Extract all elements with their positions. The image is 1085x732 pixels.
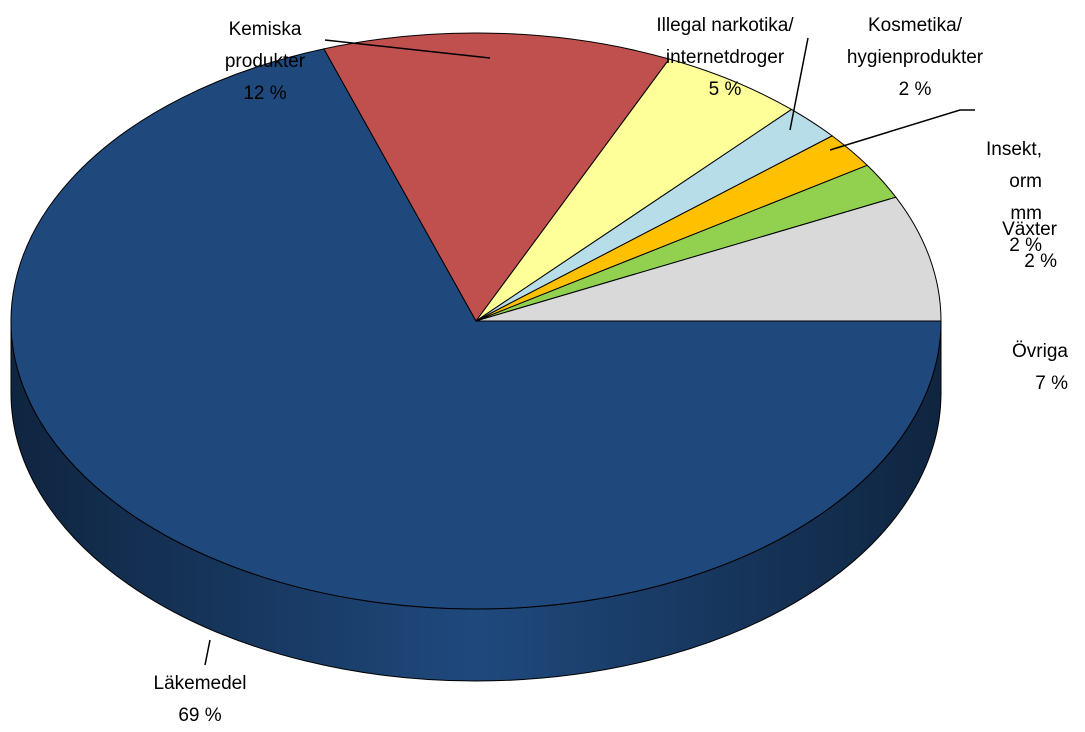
category-label: Växter bbox=[1002, 219, 1057, 240]
category-label: Insekt, orm mm bbox=[986, 139, 1042, 224]
category-label: Kemiska produkter bbox=[224, 19, 306, 72]
leader-lines bbox=[204, 37, 975, 666]
value-label: 2 % bbox=[898, 79, 932, 100]
slice bbox=[10, 48, 942, 610]
leader-line bbox=[324, 39, 491, 59]
value-label: 7 % bbox=[1035, 373, 1068, 394]
category-label: Läkemedel bbox=[153, 673, 247, 694]
slice-label: Insekt, orm mm 2 % bbox=[986, 134, 1042, 262]
slice-label: Läkemedel 69 % bbox=[154, 668, 247, 732]
slice-label: Kemiska produkter 12 % bbox=[225, 14, 305, 110]
category-label: Illegal narkotika/ internetdroger bbox=[656, 15, 794, 68]
value-label: 69 % bbox=[178, 705, 222, 726]
value-label: 2 % bbox=[1009, 235, 1042, 256]
slice bbox=[475, 58, 793, 322]
slice bbox=[475, 196, 942, 322]
leader-line bbox=[789, 37, 809, 131]
value-label: 5 % bbox=[708, 79, 742, 100]
leader-line bbox=[204, 639, 211, 666]
category-label: Kosmetika/ hygienprodukter bbox=[846, 15, 984, 68]
slice bbox=[323, 32, 670, 322]
slice-label: Växter 2 % bbox=[1002, 214, 1057, 278]
slice-label: Kosmetika/ hygienprodukter 2 % bbox=[847, 10, 983, 106]
value-label: 12 % bbox=[243, 83, 287, 104]
slice-label: Övriga 7 % bbox=[1012, 336, 1068, 400]
leader-line bbox=[829, 109, 975, 151]
value-label: 2 % bbox=[1024, 251, 1057, 272]
slice-label: Illegal narkotika/ internetdroger 5 % bbox=[656, 10, 793, 106]
category-label: Övriga bbox=[1012, 341, 1068, 362]
